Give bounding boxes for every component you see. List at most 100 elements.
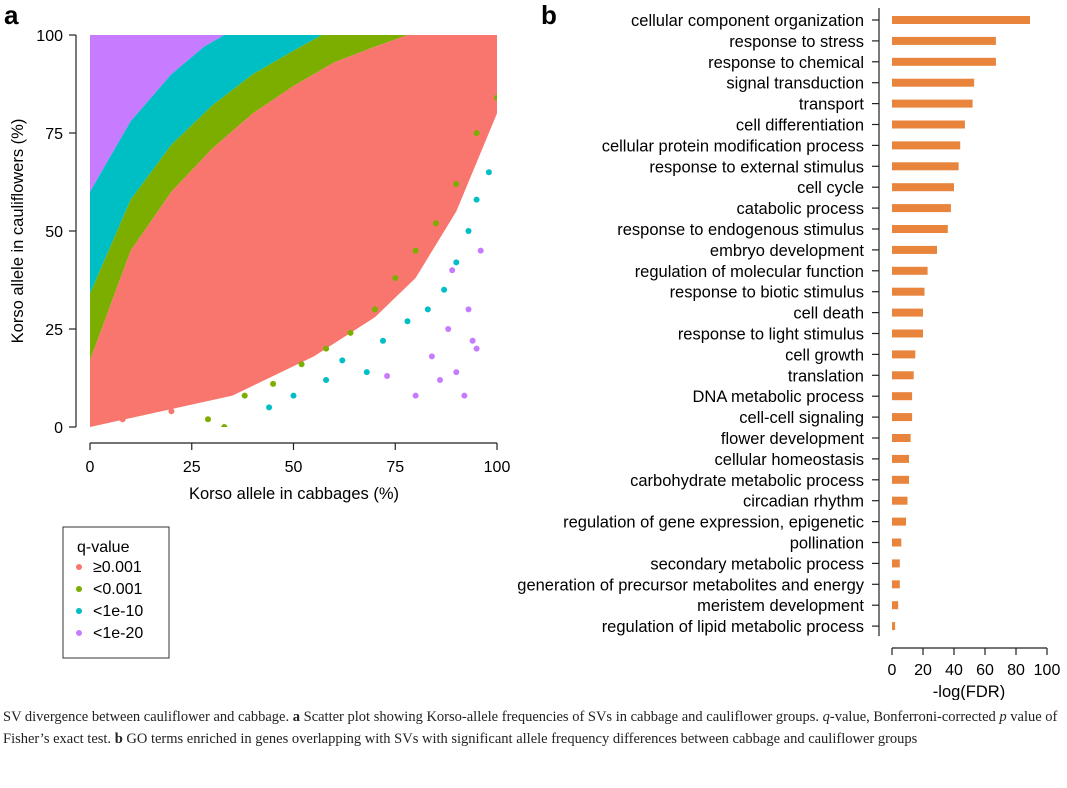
scatter-point <box>363 369 370 376</box>
go-term-label: circadian rhythm <box>743 493 864 511</box>
value-tick-label: 20 <box>914 662 932 679</box>
go-term-bar <box>892 204 951 213</box>
legend-marker <box>76 608 82 614</box>
value-tick-label: 0 <box>888 662 897 679</box>
go-term-bar <box>892 162 959 171</box>
panel-a-label: a <box>4 0 19 30</box>
go-term-label: cell-cell signaling <box>739 409 864 427</box>
go-term-label: cell cycle <box>797 179 864 197</box>
go-term-label: embryo development <box>710 242 864 260</box>
scatter-point <box>119 416 126 423</box>
go-term-bar <box>892 392 913 401</box>
go-term-bar <box>892 413 913 422</box>
legend-entry-label: <0.001 <box>93 581 142 598</box>
panel-b-label: b <box>541 0 557 30</box>
scatter-point <box>392 275 399 281</box>
go-term-bar <box>892 580 900 589</box>
go-term-bar <box>892 622 896 631</box>
scatter-point <box>347 329 354 336</box>
scatter-point <box>437 377 443 383</box>
scatter-point <box>233 377 240 383</box>
scatter-density-bands <box>90 35 497 427</box>
go-term-label: signal transduction <box>726 75 864 93</box>
scatter-point <box>461 141 468 148</box>
scatter-point <box>310 345 317 352</box>
caption-p-symbol: p <box>999 709 1007 725</box>
go-term-label: translation <box>788 367 864 385</box>
scatter-point <box>371 267 378 274</box>
scatter-point <box>270 380 277 387</box>
scatter-point <box>209 369 216 376</box>
go-term-label: cell differentiation <box>736 117 864 135</box>
caption-q-symbol: q <box>822 709 830 725</box>
scatter-point <box>485 169 492 176</box>
figure: a b 0 25 50 75 100 0 25 50 75 100 Korso allele in… <box>4 0 1060 700</box>
go-term-bar <box>892 329 923 338</box>
band-1 <box>90 35 497 192</box>
go-term-bars <box>892 16 1030 631</box>
scatter-point <box>473 345 480 352</box>
x-tick-label: 50 <box>285 459 303 476</box>
scatter-point <box>384 373 391 379</box>
go-term-label: response to light stimulus <box>678 326 864 344</box>
go-term-label: flower development <box>721 430 864 448</box>
figure-caption: SV divergence between cauliflower and ca… <box>3 706 1058 750</box>
go-term-bar <box>892 475 909 484</box>
scatter-point <box>453 181 460 187</box>
bar-x-axis-label: -log(FDR) <box>933 683 1005 700</box>
scatter-point <box>221 424 228 427</box>
go-term-bar <box>892 559 900 568</box>
go-term-label: generation of precursor metabolites and … <box>517 576 864 594</box>
go-term-label: cell death <box>793 305 864 323</box>
scatter-point <box>371 306 378 313</box>
scatter-plot: 0 25 50 75 100 0 25 50 75 100 Korso allele in cab… <box>9 28 510 503</box>
caption-a-label: a <box>292 709 300 725</box>
go-term-bar <box>892 266 928 275</box>
y-tick-label: 50 <box>45 224 63 241</box>
go-term-label: regulation of gene expression, epigeneti… <box>563 514 864 532</box>
go-term-bar <box>892 601 899 610</box>
scatter-point <box>412 247 419 254</box>
scatter-point <box>412 392 419 399</box>
legend: q-value ≥0.001 <0.001 <1e-10 <1e-20 <box>62 526 170 659</box>
scatter-point <box>168 408 175 415</box>
scatter-point <box>282 337 289 344</box>
band-4 <box>90 35 497 427</box>
scatter-point <box>339 357 346 364</box>
go-term-bar <box>892 517 906 526</box>
scatter-point <box>404 318 411 325</box>
legend-marker <box>76 586 82 592</box>
y-tick-label: 0 <box>54 420 63 437</box>
scatter-point <box>424 306 431 313</box>
legend-entry-label: ≥0.001 <box>93 559 142 576</box>
scatter-point <box>473 130 480 136</box>
scatter-point <box>380 337 386 344</box>
legend-title: q-value <box>77 539 130 556</box>
scatter-point <box>241 392 248 399</box>
go-term-label: response to stress <box>729 33 864 51</box>
caption-intro: SV divergence between cauliflower and ca… <box>3 709 293 725</box>
go-term-label: carbohydrate metabolic process <box>630 472 864 490</box>
go-term-bar <box>892 538 902 547</box>
go-term-label: response to chemical <box>708 54 864 72</box>
go-term-label: catabolic process <box>737 200 864 218</box>
legend-box <box>62 526 170 659</box>
legend-entry-label: <1e-20 <box>93 625 143 642</box>
scatter-point <box>469 337 476 344</box>
scatter-point <box>331 314 338 321</box>
scatter-point <box>473 196 480 203</box>
legend-marker <box>76 630 82 636</box>
scatter-point <box>148 400 155 407</box>
scatter-point <box>441 286 448 293</box>
value-tick-label: 80 <box>1007 662 1025 679</box>
band-3 <box>90 35 408 361</box>
scatter-y-axis-label: Korso allele in cauliflowers (%) <box>9 119 27 344</box>
caption-a-text: Scatter plot showing Korso-allele freque… <box>300 709 823 725</box>
bar-axes: 0 20 40 60 80 100 <box>872 8 1060 679</box>
scatter-point <box>351 290 358 297</box>
go-term-bar <box>892 496 908 505</box>
go-term-label: secondary metabolic process <box>650 555 864 573</box>
go-term-bar <box>892 434 911 442</box>
scatter-point <box>432 188 439 195</box>
go-term-bar <box>892 99 973 108</box>
